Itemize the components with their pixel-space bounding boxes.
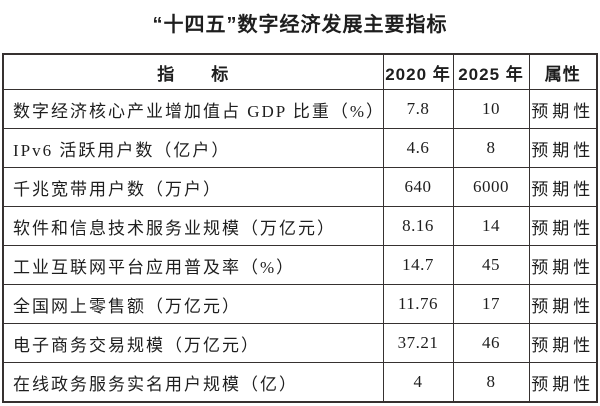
value-2025-cell: 17 [452, 284, 530, 324]
indicator-cell: 软件和信息技术服务业规模（万亿元） [2, 206, 384, 246]
col-header-2020: 2020 年 [382, 53, 454, 90]
indicator-cell: 千兆宽带用户数（万户） [2, 167, 384, 207]
indicator-cell: 全国网上零售额（万亿元） [2, 284, 384, 324]
page-title: “十四五”数字经济发展主要指标 [152, 14, 448, 36]
attribute-cell: 预期性 [528, 206, 598, 246]
attribute-cell: 预期性 [528, 245, 598, 285]
attribute-cell: 预期性 [528, 128, 598, 168]
indicators-table: 指 标 2020 年 2025 年 属性 数字经济核心产业增加值占 GDP 比重… [2, 53, 598, 403]
table-row: 千兆宽带用户数（万户） 640 6000 预期性 [2, 167, 598, 207]
table-row: 在线政务服务实名用户规模（亿） 4 8 预期性 [2, 362, 598, 403]
value-2020-cell: 14.7 [382, 245, 454, 285]
value-2020-cell: 7.8 [382, 89, 454, 129]
value-2020-cell: 11.76 [382, 284, 454, 324]
attribute-cell: 预期性 [528, 89, 598, 129]
table-row: 工业互联网平台应用普及率（%） 14.7 45 预期性 [2, 245, 598, 285]
value-2025-cell: 14 [452, 206, 530, 246]
table-row: 全国网上零售额（万亿元） 11.76 17 预期性 [2, 284, 598, 324]
value-2020-cell: 37.21 [382, 323, 454, 363]
value-2025-cell: 10 [452, 89, 530, 129]
value-2025-cell: 8 [452, 362, 530, 403]
attribute-cell: 预期性 [528, 362, 598, 403]
col-header-attribute: 属性 [528, 53, 598, 90]
value-2025-cell: 8 [452, 128, 530, 168]
value-2025-cell: 46 [452, 323, 530, 363]
table-row: 电子商务交易规模（万亿元） 37.21 46 预期性 [2, 323, 598, 363]
attribute-cell: 预期性 [528, 167, 598, 207]
col-header-2025: 2025 年 [452, 53, 530, 90]
col-header-indicator: 指 标 [2, 53, 384, 90]
indicator-cell: 电子商务交易规模（万亿元） [2, 323, 384, 363]
value-2020-cell: 8.16 [382, 206, 454, 246]
indicator-cell: 工业互联网平台应用普及率（%） [2, 245, 384, 285]
table-row: 软件和信息技术服务业规模（万亿元） 8.16 14 预期性 [2, 206, 598, 246]
header-row: 指 标 2020 年 2025 年 属性 [2, 53, 598, 90]
value-2025-cell: 45 [452, 245, 530, 285]
attribute-cell: 预期性 [528, 284, 598, 324]
value-2020-cell: 4.6 [382, 128, 454, 168]
table-row: 数字经济核心产业增加值占 GDP 比重（%） 7.8 10 预期性 [2, 89, 598, 129]
indicator-cell: 数字经济核心产业增加值占 GDP 比重（%） [2, 89, 384, 129]
value-2025-cell: 6000 [452, 167, 530, 207]
value-2020-cell: 4 [382, 362, 454, 403]
indicator-cell: 在线政务服务实名用户规模（亿） [2, 362, 384, 403]
table-row: IPv6 活跃用户数（亿户） 4.6 8 预期性 [2, 128, 598, 168]
value-2020-cell: 640 [382, 167, 454, 207]
indicator-cell: IPv6 活跃用户数（亿户） [2, 128, 384, 168]
attribute-cell: 预期性 [528, 323, 598, 363]
